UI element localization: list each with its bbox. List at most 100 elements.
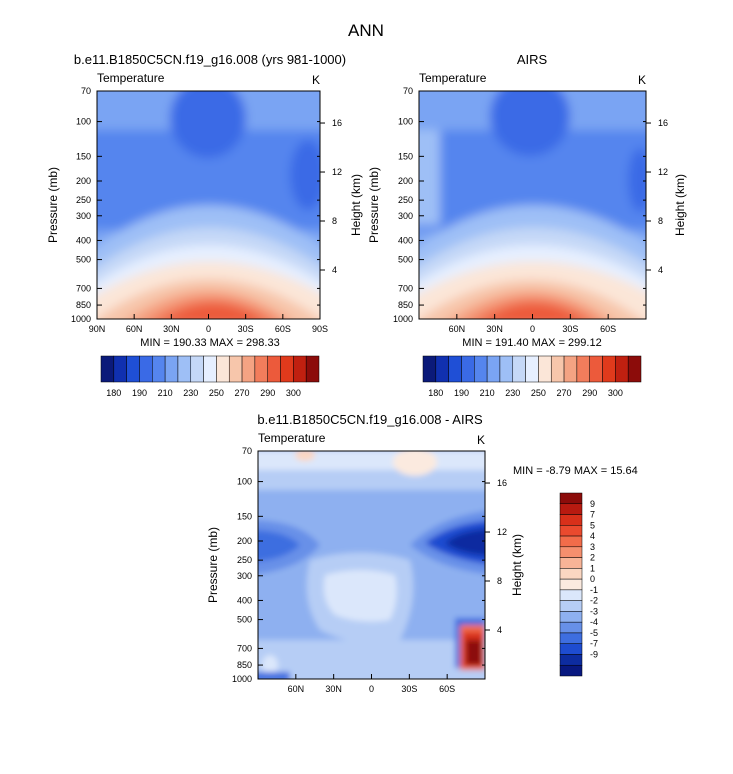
colorbar-label: 290 xyxy=(582,388,597,398)
y-tick-label: 1000 xyxy=(71,314,91,324)
panel-obs-x-axis: 60N 30N 0 30S 60S xyxy=(449,314,616,334)
panel-model-ylabel-right: Height (km) xyxy=(349,174,363,236)
panel-obs-ylabel: Pressure (mb) xyxy=(367,167,381,243)
colorbar-swatch xyxy=(216,355,230,383)
y-tick-label: 150 xyxy=(398,151,413,161)
colorbar-label: 300 xyxy=(608,388,623,398)
y-tick-label: 700 xyxy=(237,643,252,653)
colorbar-swatch xyxy=(525,355,539,383)
panel-obs-title: AIRS xyxy=(517,52,548,67)
colorbar-swatch xyxy=(280,355,294,383)
colorbar-swatch xyxy=(559,535,583,548)
y-tick-label: 100 xyxy=(237,477,252,487)
colorbar-swatch xyxy=(203,355,217,383)
colorbar-label: 270 xyxy=(235,388,250,398)
colorbar-swatch xyxy=(139,355,153,383)
y-tick-label: 250 xyxy=(237,555,252,565)
y-tick-label: 70 xyxy=(81,86,91,96)
colorbar-label: 210 xyxy=(480,388,495,398)
colorbar-swatch xyxy=(615,355,629,383)
x-tick-label: 0 xyxy=(206,324,211,334)
panel-diff-ylabel-right: Height (km) xyxy=(510,534,524,596)
colorbar-label: -3 xyxy=(590,606,598,616)
colorbar-label: 210 xyxy=(158,388,173,398)
colorbar-swatch xyxy=(559,611,583,623)
y-tick-label: 850 xyxy=(398,300,413,310)
height-tick-label: 12 xyxy=(497,527,507,537)
colorbar-label: -1 xyxy=(590,585,598,595)
colorbar-swatch xyxy=(559,492,583,505)
colorbar-label: 4 xyxy=(590,531,595,541)
colorbar-swatch xyxy=(563,355,578,383)
panel-model-subtitle-left: Temperature xyxy=(97,71,165,85)
colorbar-label: 250 xyxy=(531,388,546,398)
colorbar-label: 270 xyxy=(557,388,572,398)
colorbar-swatch xyxy=(100,355,115,383)
colorbar-label: 3 xyxy=(590,542,595,552)
x-tick-label: 90N xyxy=(89,324,106,334)
panel-model-field xyxy=(97,91,320,319)
colorbar-label: 2 xyxy=(590,553,595,563)
y-tick-label: 300 xyxy=(237,571,252,581)
colorbar-swatch xyxy=(126,355,140,383)
panel-diff-y-axis: 70 100 150 200 250 300 400 500 700 850 1000 xyxy=(232,446,485,684)
colorbar-label: -4 xyxy=(590,617,598,627)
colorbar-swatch xyxy=(486,355,501,383)
height-tick-label: 8 xyxy=(497,576,502,586)
panel-diff-minmax: MIN = -8.79 MAX = 15.64 xyxy=(513,465,638,477)
x-tick-label: 60N xyxy=(449,324,466,334)
x-tick-label: 60N xyxy=(288,684,305,694)
colorbar-swatch xyxy=(293,355,307,383)
y-tick-label: 100 xyxy=(76,117,91,127)
colorbar-label: 230 xyxy=(183,388,198,398)
panel-diff-subtitle-right: K xyxy=(477,433,485,447)
panel-obs-y-axis: 70 100 150 200 250 300 400 500 700 850 1000 xyxy=(393,86,646,324)
panel-model-y-axis: 70 100 150 200 250 300 400 500 700 850 1000 xyxy=(71,86,320,324)
height-tick-label: 16 xyxy=(658,118,668,128)
y-tick-label: 500 xyxy=(237,615,252,625)
panel-model-minmax: MIN = 190.33 MAX = 298.33 xyxy=(140,337,279,349)
panel-obs-field xyxy=(419,91,646,319)
panel-model-title: b.e11.B1850C5CN.f19_g16.008 (yrs 981-100… xyxy=(74,52,346,67)
x-tick-label: 0 xyxy=(530,324,535,334)
panel-obs-ylabel-right: Height (km) xyxy=(673,174,687,236)
height-tick-label: 12 xyxy=(658,167,668,177)
colorbar-swatch xyxy=(559,514,583,526)
colorbar-label: 9 xyxy=(590,499,595,509)
panel-obs-minmax: MIN = 191.40 MAX = 299.12 xyxy=(462,337,601,349)
colorbar-swatch xyxy=(559,568,583,580)
y-tick-label: 400 xyxy=(76,235,91,245)
colorbar-label: 180 xyxy=(106,388,121,398)
colorbar-label: 230 xyxy=(505,388,520,398)
y-tick-label: 700 xyxy=(76,283,91,293)
y-tick-label: 850 xyxy=(237,660,252,670)
panel-diff-height-axis: 16 12 8 4 xyxy=(485,478,507,635)
colorbar-swatch xyxy=(164,355,179,383)
panel-model-height-axis: 16 12 8 4 xyxy=(320,118,342,275)
colorbar-swatch xyxy=(576,355,590,383)
height-tick-label: 16 xyxy=(497,478,507,488)
y-tick-label: 150 xyxy=(237,511,252,521)
colorbar-swatch xyxy=(559,503,583,515)
colorbar-swatch xyxy=(559,600,583,612)
colorbar-swatch xyxy=(559,525,583,537)
colorbar-swatch xyxy=(228,355,243,383)
y-tick-label: 200 xyxy=(76,176,91,186)
colorbar-swatch xyxy=(602,355,616,383)
x-tick-label: 60N xyxy=(126,324,143,334)
height-tick-label: 4 xyxy=(658,265,663,275)
x-tick-label: 60S xyxy=(439,684,455,694)
colorbar-swatch xyxy=(559,632,583,644)
y-tick-label: 700 xyxy=(398,283,413,293)
colorbar-swatch xyxy=(559,557,583,569)
colorbar-label: 290 xyxy=(260,388,275,398)
y-tick-label: 500 xyxy=(76,255,91,265)
colorbar-label: -5 xyxy=(590,628,598,638)
colorbar-obs: 180 190 210 230 250 270 290 300 xyxy=(422,355,642,398)
height-tick-label: 8 xyxy=(658,216,663,226)
x-tick-label: 60S xyxy=(600,324,616,334)
x-tick-label: 0 xyxy=(369,684,374,694)
panel-diff: b.e11.B1850C5CN.f19_g16.008 - AIRS Tempe… xyxy=(206,412,638,694)
y-tick-label: 100 xyxy=(398,117,413,127)
